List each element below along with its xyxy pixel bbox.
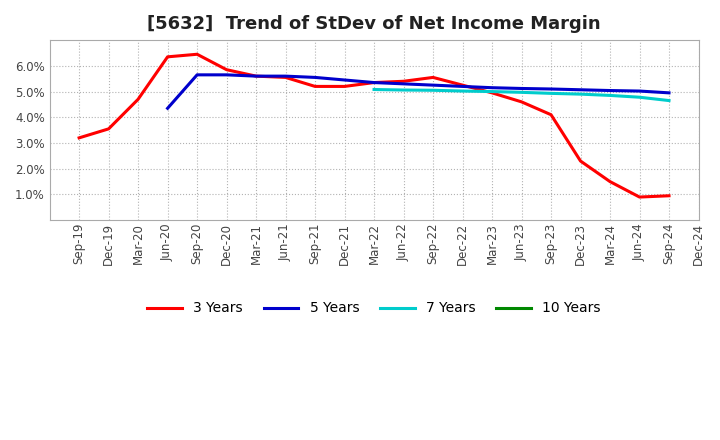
Legend: 3 Years, 5 Years, 7 Years, 10 Years: 3 Years, 5 Years, 7 Years, 10 Years [142, 296, 606, 321]
Title: [5632]  Trend of StDev of Net Income Margin: [5632] Trend of StDev of Net Income Marg… [148, 15, 601, 33]
